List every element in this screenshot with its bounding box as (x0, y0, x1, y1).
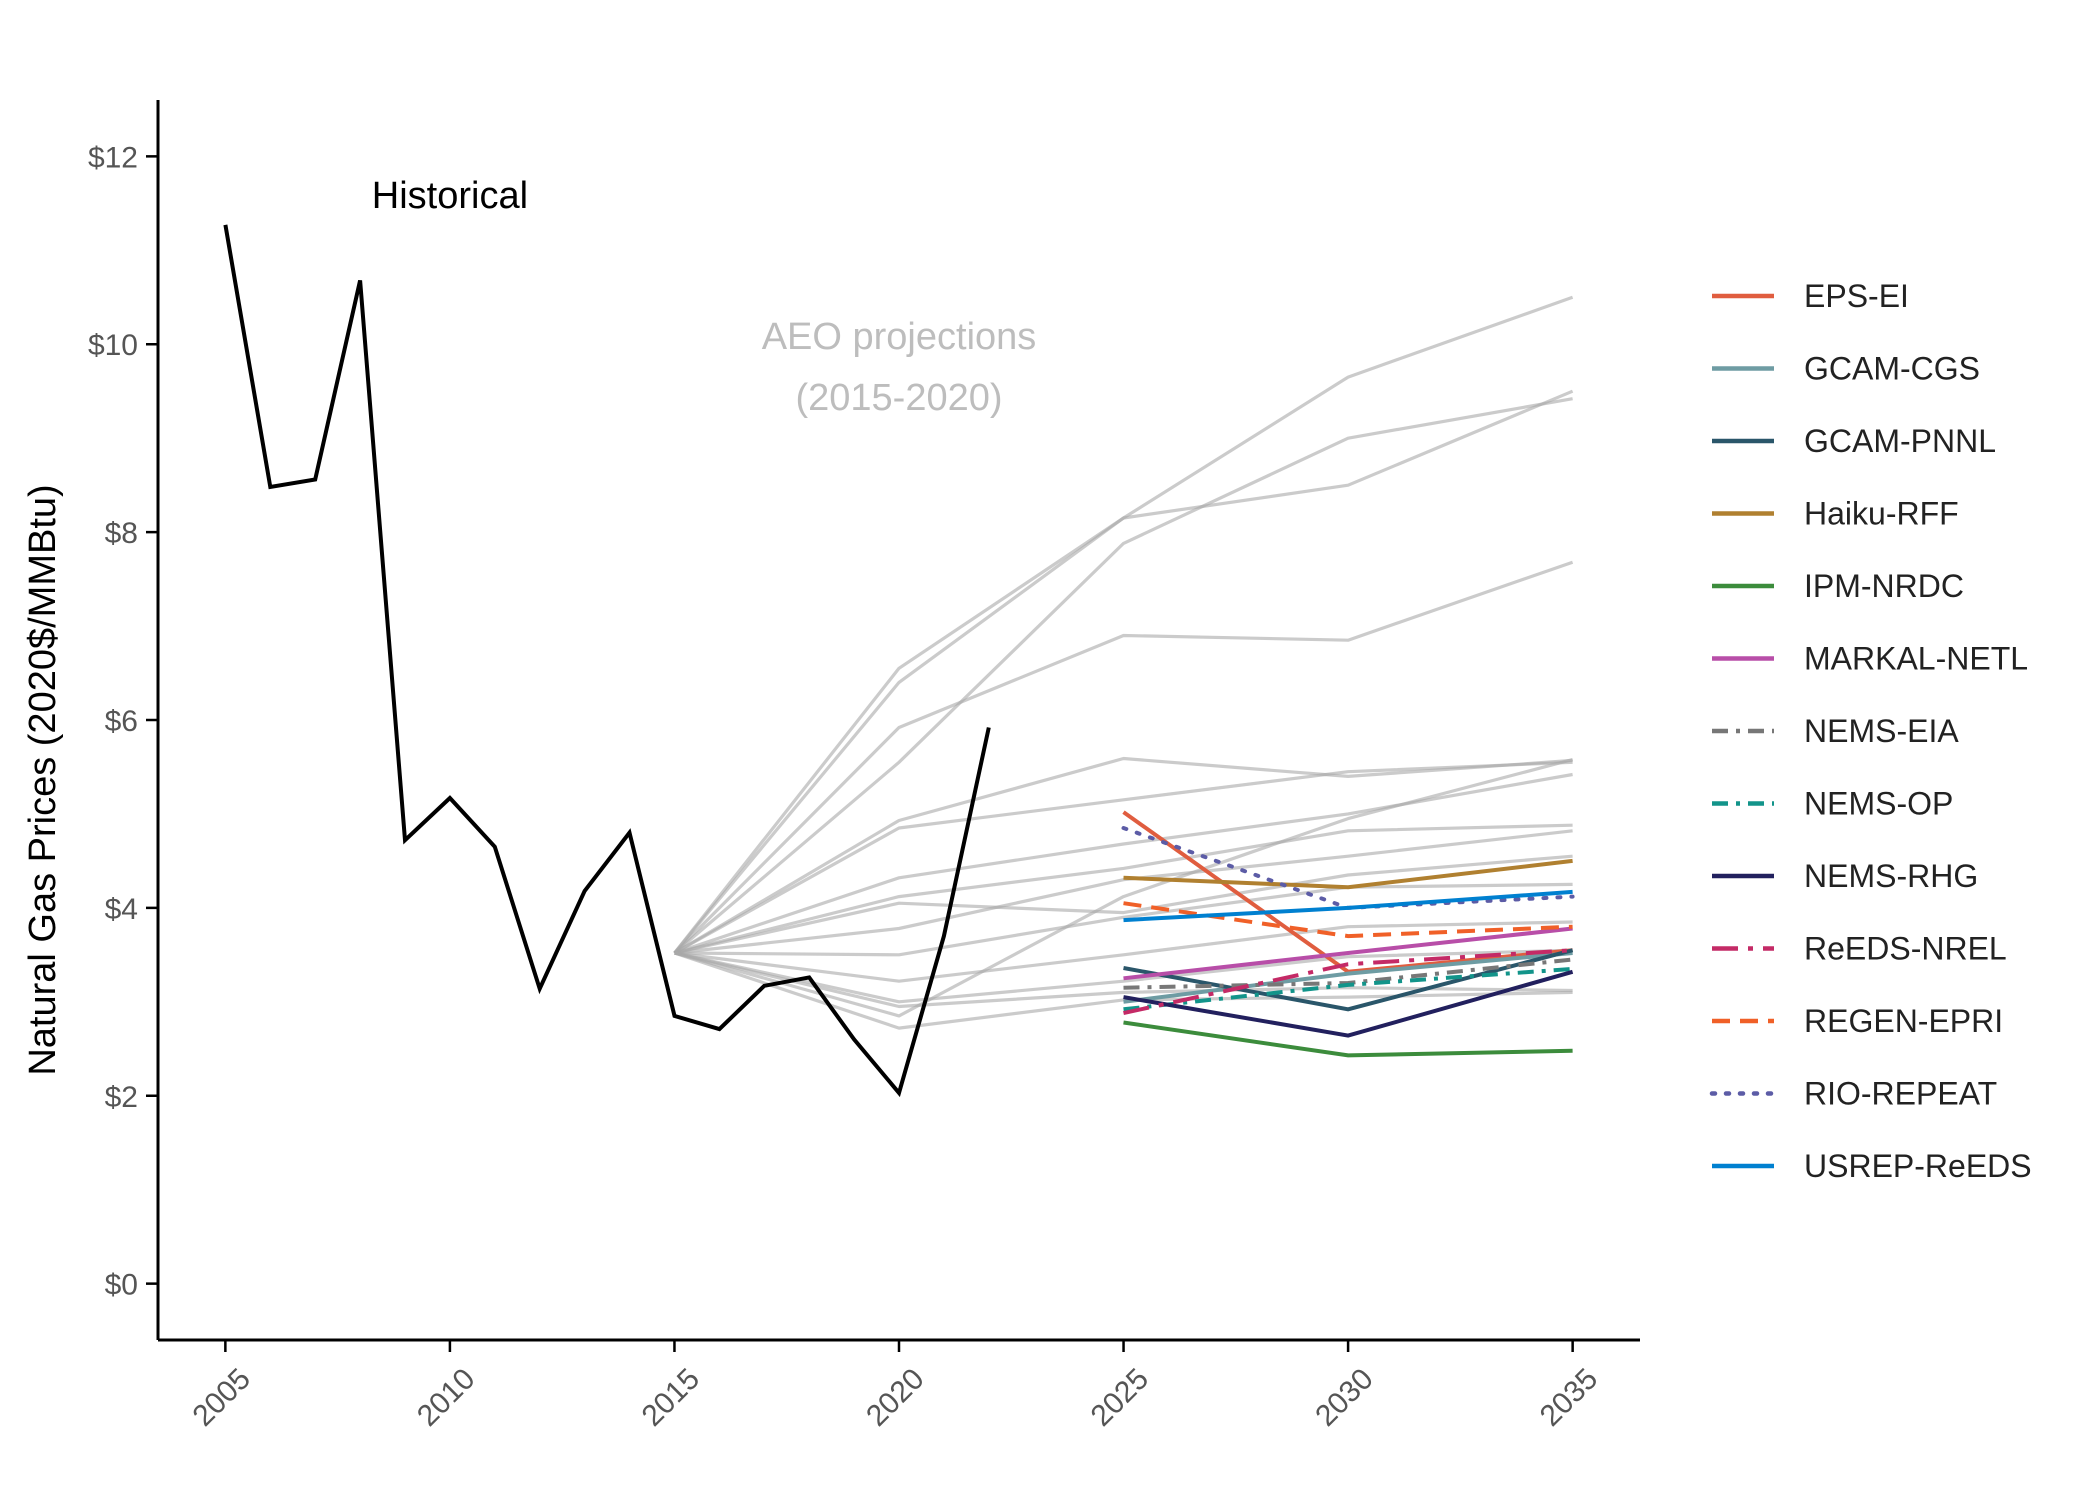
series-line-markal-netl (1123, 926, 1573, 981)
series-line-nems-op (1123, 966, 1573, 1012)
aeo-annotation: AEO projections (762, 316, 1037, 358)
aeo-projection-line (674, 882, 1573, 957)
series-line-reeds-nrel (1123, 948, 1573, 1016)
legend-label: EPS-EI (1804, 278, 1909, 314)
y-tick-label: $8 (105, 517, 138, 550)
x-tick-label: 2020 (860, 1362, 931, 1433)
aeo-projection-line (674, 920, 1573, 983)
aeo-projection-line (673, 397, 1573, 955)
y-axis-title: Natural Gas Prices (2020$/MMBtu) (22, 484, 64, 1075)
y-tick-label: $2 (105, 1081, 138, 1114)
series-line-haiku-rff (1123, 858, 1573, 890)
legend: EPS-EI GCAM-CGS GCAM-PNNL Haiku-RFF IPM-NRDC… (1709, 278, 2032, 1184)
y-tick-label: $12 (88, 141, 138, 174)
aeo-projection-line (674, 823, 1573, 955)
legend-label: MARKAL-NETL (1804, 641, 2028, 677)
aeo-projection-line (673, 560, 1574, 955)
x-tick-label: 2005 (186, 1362, 257, 1433)
aeo-projection-line (674, 829, 1573, 955)
legend-label: GCAM-CGS (1804, 351, 1980, 387)
legend-label: USREP-ReEDS (1804, 1148, 2032, 1184)
historical-line (223, 224, 991, 1098)
legend-label: RIO-REPEAT (1804, 1076, 1997, 1112)
x-tick-label: 2030 (1309, 1362, 1380, 1433)
x-tick-label: 2015 (636, 1362, 707, 1433)
y-tick-label: $0 (105, 1269, 138, 1302)
legend-label: GCAM-PNNL (1804, 423, 1996, 459)
series-line-ipm-nrdc (1123, 1020, 1573, 1058)
aeo-projection-line (673, 772, 1573, 955)
legend-label: Haiku-RFF (1804, 496, 1959, 532)
historical-line-group (223, 224, 991, 1098)
aeo-projection-line (674, 854, 1573, 955)
x-tick-label: 2010 (411, 1362, 482, 1433)
legend-label: IPM-NRDC (1804, 568, 1964, 604)
series-line-regen-epri (1123, 901, 1573, 939)
x-tick-label: 2025 (1085, 1362, 1156, 1433)
series-line-gcam-pnnl (1123, 948, 1574, 1012)
x-tick-label: 2035 (1534, 1362, 1605, 1433)
legend-label: NEMS-RHG (1804, 858, 1978, 894)
aeo-annotation: (2015-2020) (795, 377, 1002, 419)
aeo-projection-line (673, 389, 1574, 955)
legend-label: REGEN-EPRI (1804, 1003, 2003, 1039)
legend-label: ReEDS-NREL (1804, 931, 2007, 967)
series-line-gcam-cgs (1123, 951, 1573, 1004)
aeo-projection-line (673, 756, 1573, 955)
aeo-projection-line (674, 948, 1573, 1004)
y-tick-label: $4 (105, 893, 138, 926)
aeo-projection-line (673, 760, 1573, 955)
series-line-nems-rhg (1123, 969, 1574, 1038)
series-line-usrep-reeds (1123, 889, 1573, 923)
y-tick-label: $6 (105, 705, 138, 738)
y-tick-label: $10 (88, 329, 138, 362)
legend-label: NEMS-EIA (1804, 713, 1959, 749)
model-series-lines (1121, 810, 1575, 1058)
annotations: Historical AEO projections (2015-2020) (372, 175, 1037, 419)
historical-annotation: Historical (372, 175, 528, 217)
legend-label: NEMS-OP (1804, 786, 1953, 822)
